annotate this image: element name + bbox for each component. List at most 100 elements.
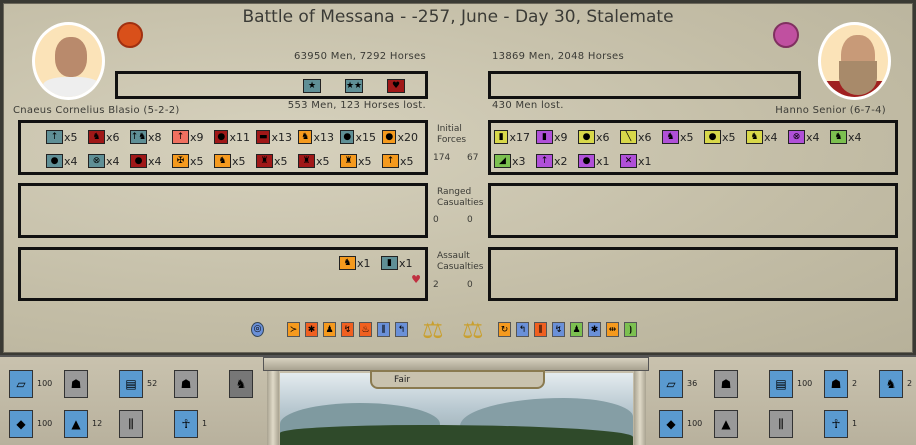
unit-entry[interactable]: ♜ x5 (256, 154, 292, 168)
unit-entry[interactable]: ♞ x13 (298, 130, 334, 144)
unit-entry[interactable]: ♞ x5 (214, 154, 250, 168)
unit-entry[interactable]: ● x4 (46, 154, 82, 168)
unit-count: x4 (848, 130, 862, 144)
heart-icon: ♥ (411, 273, 421, 286)
army-stat-tile[interactable]: ▤ (769, 370, 793, 398)
tactic-icon[interactable]: ✱ (305, 322, 318, 337)
army-stat-value: 100 (37, 379, 53, 388)
army-stat-tile[interactable]: ☥ (824, 410, 848, 438)
unit-entry[interactable]: ♞ x6 (88, 130, 124, 144)
tactic-icon[interactable]: ↰ (395, 322, 408, 337)
leader-badge-icon[interactable]: ♥ (387, 79, 405, 93)
tactic-icon[interactable]: ✱ (588, 322, 601, 337)
unit-entry[interactable]: ↑♞ x8 (130, 130, 166, 144)
army-stat-tile[interactable]: ♞ (229, 370, 253, 398)
right-ranged-casualties (488, 183, 898, 238)
tactic-icon[interactable]: ↯ (552, 322, 565, 337)
tactic-icon[interactable]: ⫼ (377, 322, 390, 337)
army-stat-tile[interactable]: ☗ (714, 370, 738, 398)
army-stat-tile[interactable]: ▤ (119, 370, 143, 398)
unit-entry[interactable]: ⊗ x4 (788, 130, 824, 144)
unit-entry[interactable]: ↑ x9 (172, 130, 208, 144)
unit-entry[interactable]: ● x15 (340, 130, 376, 144)
unit-icon: ♞ (339, 256, 356, 270)
unit-entry[interactable]: ♜ x5 (340, 154, 376, 168)
unit-entry[interactable]: ● x20 (382, 130, 418, 144)
army-stat-tile[interactable]: ▱ (659, 370, 683, 398)
left-commander-portrait[interactable] (32, 22, 105, 100)
unit-entry[interactable]: ● x11 (214, 130, 250, 144)
left-forces-summary: 63950 Men, 7292 Horses (293, 51, 426, 62)
unit-icon: ♜ (256, 154, 273, 168)
initial-left-count: 174 (433, 153, 451, 163)
assault-casualty-entry[interactable]: ♞ x1 (339, 256, 375, 270)
army-stat-tile[interactable]: ☗ (824, 370, 848, 398)
unit-count: x6 (106, 130, 120, 144)
army-stat-tile[interactable]: ☗ (64, 370, 88, 398)
right-losses: 430 Men lost. (492, 100, 564, 111)
unit-icon: ♞ (214, 154, 231, 168)
left-leader-badges: ★ ★★ ♥ (115, 71, 428, 99)
leader-badge-icon[interactable]: ★★ (345, 79, 363, 93)
army-stat-tile[interactable]: ⫼ (769, 410, 793, 438)
unit-entry[interactable]: ◢ x3 (494, 154, 530, 168)
unit-entry[interactable]: ⊗ x4 (88, 154, 124, 168)
weather-label: Fair (370, 370, 545, 389)
tactic-icon[interactable]: ♟ (570, 322, 583, 337)
unit-entry[interactable]: ▮ x17 (494, 130, 530, 144)
unit-entry[interactable]: ▬ x13 (256, 130, 292, 144)
tactic-icon[interactable]: ↯ (341, 322, 354, 337)
unit-count: x3 (512, 154, 526, 168)
unit-entry[interactable]: ✕ x1 (620, 154, 656, 168)
army-stat-tile[interactable]: ☥ (174, 410, 198, 438)
unit-entry[interactable]: ● x4 (130, 154, 166, 168)
unit-entry[interactable]: ✠ x5 (172, 154, 208, 168)
unit-entry[interactable]: ↑ x2 (536, 154, 572, 168)
unit-icon: ♞ (298, 130, 313, 144)
tactic-icon[interactable]: ≻ (287, 322, 300, 337)
army-stat-tile[interactable]: ☗ (174, 370, 198, 398)
army-stat-tile[interactable]: ◆ (9, 410, 33, 438)
tactic-icon[interactable]: ⫼ (534, 322, 547, 337)
army-stat-tile[interactable]: ⫼ (119, 410, 143, 438)
unit-entry[interactable]: ♜ x5 (298, 154, 334, 168)
army-stat-value: 36 (687, 379, 698, 388)
army-stat-tile[interactable]: ▲ (714, 410, 738, 438)
unit-count: x20 (397, 130, 418, 144)
assault-casualty-entry[interactable]: ▮ x1 (381, 256, 417, 270)
unit-entry[interactable]: ↑ x5 (382, 154, 418, 168)
tactic-icon[interactable]: ↰ (516, 322, 529, 337)
settings-circle-icon[interactable]: ◎ (251, 322, 264, 337)
right-commander-portrait[interactable] (818, 22, 891, 100)
unit-entry[interactable]: ● x5 (704, 130, 740, 144)
tactic-icon[interactable]: ↻ (498, 322, 511, 337)
unit-entry[interactable]: ♞ x4 (746, 130, 782, 144)
unit-count: x5 (64, 130, 78, 144)
unit-count: x4 (148, 154, 162, 168)
unit-entry[interactable]: ● x1 (578, 154, 614, 168)
unit-entry[interactable]: ↑ x5 (46, 130, 82, 144)
tactic-icon[interactable]: ♟ (323, 322, 336, 337)
unit-icon: ↑ (172, 130, 189, 144)
initial-forces-label: Initial Forces (437, 124, 467, 145)
unit-entry[interactable]: ♞ x4 (830, 130, 866, 144)
unit-entry[interactable]: ♞ x5 (662, 130, 698, 144)
army-stat-tile[interactable]: ▲ (64, 410, 88, 438)
ranged-left-count: 0 (433, 215, 439, 225)
unit-entry[interactable]: ╲ x6 (620, 130, 656, 144)
unit-entry[interactable]: ▮ x9 (536, 130, 572, 144)
army-stat-tile[interactable]: ♞ (879, 370, 903, 398)
leader-badge-icon[interactable]: ★ (303, 79, 321, 93)
unit-icon: ↑♞ (130, 130, 147, 144)
left-faction-medal-icon (117, 22, 143, 48)
tactic-icon[interactable]: ⇹ (606, 322, 619, 337)
army-stat-tile[interactable]: ◆ (659, 410, 683, 438)
unit-icon: ╲ (620, 130, 637, 144)
tactic-icon[interactable]: ♨ (359, 322, 372, 337)
unit-count: x5 (358, 154, 372, 168)
tactic-icon[interactable]: ⦘ (624, 322, 637, 337)
army-stat-tile[interactable]: ▱ (9, 370, 33, 398)
unit-entry[interactable]: ● x6 (578, 130, 614, 144)
unit-count: x9 (554, 130, 568, 144)
unit-count: x1 (357, 256, 371, 270)
